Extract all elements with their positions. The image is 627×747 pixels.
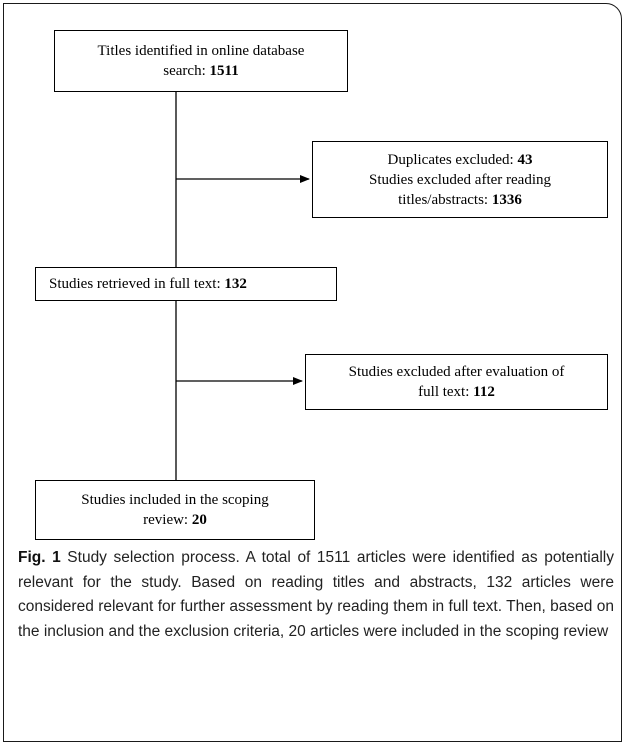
box2-duplicates-label: Duplicates excluded: <box>387 151 518 168</box>
box2-abstracts-value: 1336 <box>491 191 522 208</box>
box5-value: 20 <box>191 512 207 528</box>
box4-line1: Studies excluded after evaluation of <box>348 364 565 380</box>
box2-line1: Duplicates excluded: 43 <box>388 150 533 170</box>
box4-line2: full text: 112 <box>418 382 495 402</box>
box5-line2: review: 20 <box>143 510 207 530</box>
box4-value: 112 <box>473 384 495 400</box>
box1-line2: search: 1511 <box>163 61 238 81</box>
box1-label: search: <box>163 63 210 79</box>
box2-duplicates-value: 43 <box>517 151 533 168</box>
box3-label: Studies retrieved in full text: <box>49 276 225 292</box>
excluded-titles-box: Duplicates excluded: 43 Studies excluded… <box>312 141 608 218</box>
box5-line1: Studies included in the scoping <box>81 492 269 508</box>
included-studies-box: Studies included in the scoping review: … <box>35 480 315 540</box>
box1-value: 1511 <box>209 63 239 79</box>
caption-text: Study selection process. A total of 1511… <box>18 549 614 640</box>
figure-caption: Fig. 1 Study selection process. A total … <box>18 546 614 644</box>
box2-abstracts-label: titles/abstracts: <box>398 191 492 208</box>
full-text-excluded-box: Studies excluded after evaluation of ful… <box>305 354 608 410</box>
figure-frame <box>3 3 622 742</box>
box3-value: 132 <box>224 276 247 292</box>
box1-line1: Titles identified in online database <box>97 43 305 59</box>
figure-label: Fig. 1 <box>18 549 61 566</box>
box2-line2: Studies excluded after reading <box>368 171 551 188</box>
full-text-retrieved-box: Studies retrieved in full text: 132 <box>35 267 337 301</box>
identified-titles-box: Titles identified in online database sea… <box>54 30 348 92</box>
box2-line3: titles/abstracts: 1336 <box>398 190 522 210</box>
box4-label: full text: <box>418 384 474 400</box>
box3-line1: Studies retrieved in full text: 132 <box>49 274 247 294</box>
box5-label: review: <box>143 512 192 528</box>
